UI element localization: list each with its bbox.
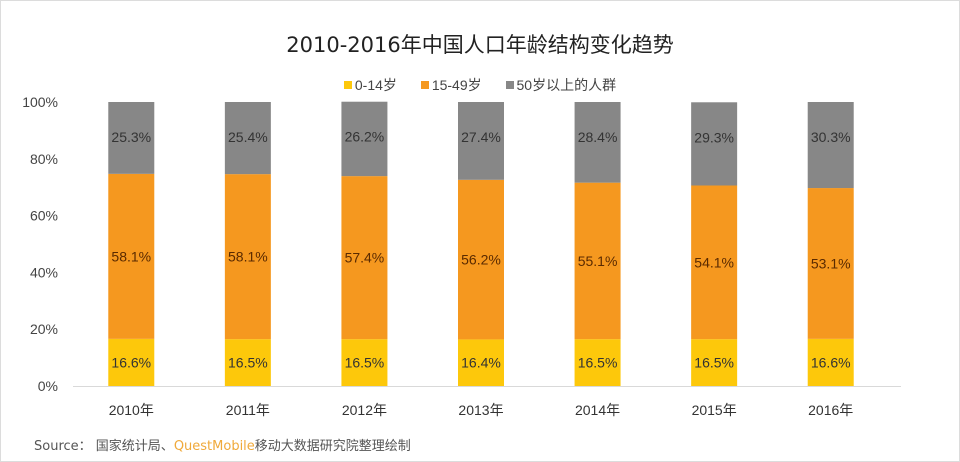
bar-segment — [224, 339, 271, 386]
chart-title: 2010-2016年中国人口年龄结构变化趋势 — [286, 33, 674, 57]
bar-segment — [807, 338, 854, 386]
source-label: Source： — [34, 439, 92, 454]
x-tick-label: 2016年 — [808, 402, 853, 418]
x-tick-label: 2011年 — [226, 402, 270, 418]
legend-item-50-plus: 50岁以上的人群 — [505, 75, 617, 95]
bar-segment — [691, 185, 738, 340]
bar-segment — [458, 339, 504, 386]
bar-segment — [574, 339, 621, 386]
data-label: 16.5% — [228, 355, 268, 371]
legend-label-0-14: 0-14岁 — [354, 77, 397, 93]
x-tick-label: 2014年 — [575, 402, 620, 418]
legend-label-15-49: 15-49岁 — [431, 77, 482, 93]
brand-questmobile: QuestMobile — [173, 439, 255, 454]
data-label: 28.4% — [578, 129, 618, 145]
bar-segment — [341, 176, 388, 340]
data-label: 29.3% — [694, 129, 734, 145]
source-tail: 移动大数据研究院整理绘制 — [254, 439, 411, 454]
y-tick-label: 0% — [38, 378, 58, 394]
y-tick-label: 20% — [30, 321, 58, 337]
data-label: 30.3% — [811, 129, 851, 145]
data-label: 55.1% — [578, 253, 618, 269]
bar-segment — [108, 338, 155, 386]
bar-segment — [108, 102, 155, 174]
data-label: 16.5% — [345, 355, 385, 371]
bar-segment — [574, 182, 621, 340]
bar-segment — [807, 102, 854, 189]
bar-segment — [108, 173, 155, 339]
data-label: 16.5% — [578, 355, 618, 371]
source-org: 国家统计局、 — [95, 439, 174, 454]
legend-item-0-14: 0-14岁 — [343, 75, 397, 95]
legend-swatch-15-49 — [420, 81, 429, 89]
y-tick-label: 80% — [30, 151, 58, 167]
bar-segment — [224, 102, 271, 175]
y-tick-label: 60% — [30, 208, 58, 224]
data-label: 16.6% — [111, 354, 151, 370]
legend-item-15-49: 15-49岁 — [420, 75, 482, 95]
data-label: 56.2% — [461, 252, 501, 268]
bar-segment — [691, 102, 738, 186]
legend-label-50-plus: 50岁以上的人群 — [516, 77, 617, 93]
bar-segment — [458, 102, 504, 180]
y-tick-label: 40% — [30, 264, 58, 280]
data-label: 16.6% — [811, 354, 851, 370]
data-label: 25.3% — [111, 129, 151, 145]
bar-segment — [691, 339, 738, 386]
source-note: Source： 国家统计局、QuestMobile移动大数据研究院整理绘制 — [34, 435, 411, 454]
bar-segment — [341, 101, 388, 177]
data-label: 16.5% — [694, 355, 734, 371]
data-label: 57.4% — [345, 250, 385, 266]
x-tick-label: 2012年 — [342, 402, 387, 418]
data-label: 26.2% — [345, 129, 385, 145]
x-tick-label: 2013年 — [458, 402, 503, 418]
bar-segment — [574, 102, 621, 183]
bar-segment — [341, 339, 388, 386]
x-tick-label: 2010年 — [109, 402, 154, 418]
bar-segment — [807, 188, 854, 339]
data-label: 58.1% — [111, 248, 151, 264]
y-tick-label: 100% — [22, 94, 58, 110]
legend-swatch-0-14 — [343, 81, 352, 89]
legend: 0-14岁 15-49岁 50岁以上的人群 — [1, 75, 959, 95]
legend-swatch-50-plus — [505, 81, 514, 89]
data-label: 25.4% — [228, 129, 268, 145]
data-label: 58.1% — [228, 249, 268, 265]
bar-segment — [224, 174, 271, 340]
x-tick-label: 2015年 — [692, 402, 737, 418]
data-label: 27.4% — [461, 129, 501, 145]
bar-segment — [458, 179, 504, 340]
data-label: 53.1% — [811, 255, 851, 271]
data-label: 16.4% — [461, 355, 501, 371]
data-label: 54.1% — [694, 254, 734, 270]
